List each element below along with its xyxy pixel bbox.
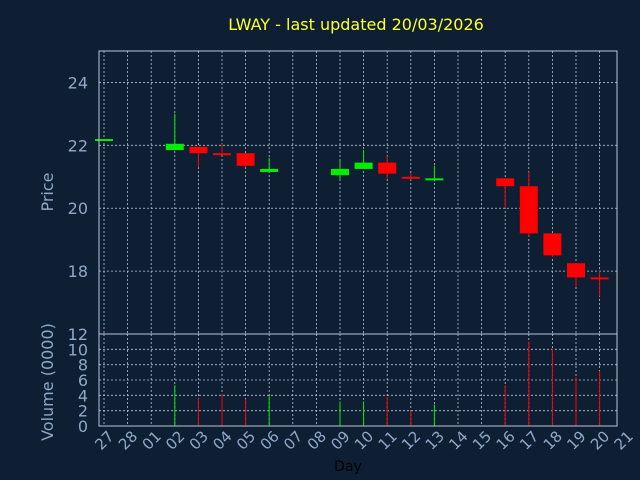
candle-body xyxy=(236,153,255,166)
candle-body xyxy=(543,233,562,256)
volume-y-tick-label-top: 12 xyxy=(68,325,88,344)
candle-body xyxy=(496,178,515,187)
price-y-tick-label: 20 xyxy=(68,199,88,218)
candle-body xyxy=(378,162,397,174)
volume-y-tick-label: 6 xyxy=(78,371,88,390)
candle-body xyxy=(425,178,444,181)
price-candles xyxy=(95,113,609,297)
volume-y-tick-label: 2 xyxy=(78,402,88,421)
price-axis-label: Price xyxy=(38,172,57,211)
candle-body xyxy=(95,139,113,142)
chart-title: LWAY - last updated 20/03/2026 xyxy=(228,15,484,34)
candle-body xyxy=(590,277,609,280)
volume-y-tick-label: 10 xyxy=(68,340,88,359)
candle-body xyxy=(354,162,373,169)
x-tick-labels: 2728010203040506070809101112131415161718… xyxy=(91,427,636,453)
price-y-tick-labels: 18 20 22 24 xyxy=(68,73,88,281)
candle-body xyxy=(401,176,420,179)
volume-axis-label: Volume (0000) xyxy=(38,323,57,441)
price-grid xyxy=(99,51,617,334)
price-y-tick-label: 18 xyxy=(68,262,88,281)
price-panel: 18 20 22 24 Price xyxy=(38,50,618,335)
candle-body xyxy=(260,168,279,173)
price-y-tick-label: 22 xyxy=(68,136,88,155)
candle-body xyxy=(213,153,231,156)
price-y-tick-label: 24 xyxy=(68,73,88,92)
candle-body xyxy=(331,168,349,176)
candle-body xyxy=(519,186,538,234)
volume-bars xyxy=(174,341,601,426)
x-axis-label: Day xyxy=(334,459,362,475)
volume-y-tick-label: 4 xyxy=(78,386,88,405)
volume-y-tick-label: 8 xyxy=(78,356,88,375)
volume-y-tick-label: 0 xyxy=(78,417,88,436)
candle-body xyxy=(165,143,184,151)
candle-body xyxy=(189,146,208,154)
volume-plot-frame xyxy=(98,333,618,427)
candle-body xyxy=(567,263,585,278)
